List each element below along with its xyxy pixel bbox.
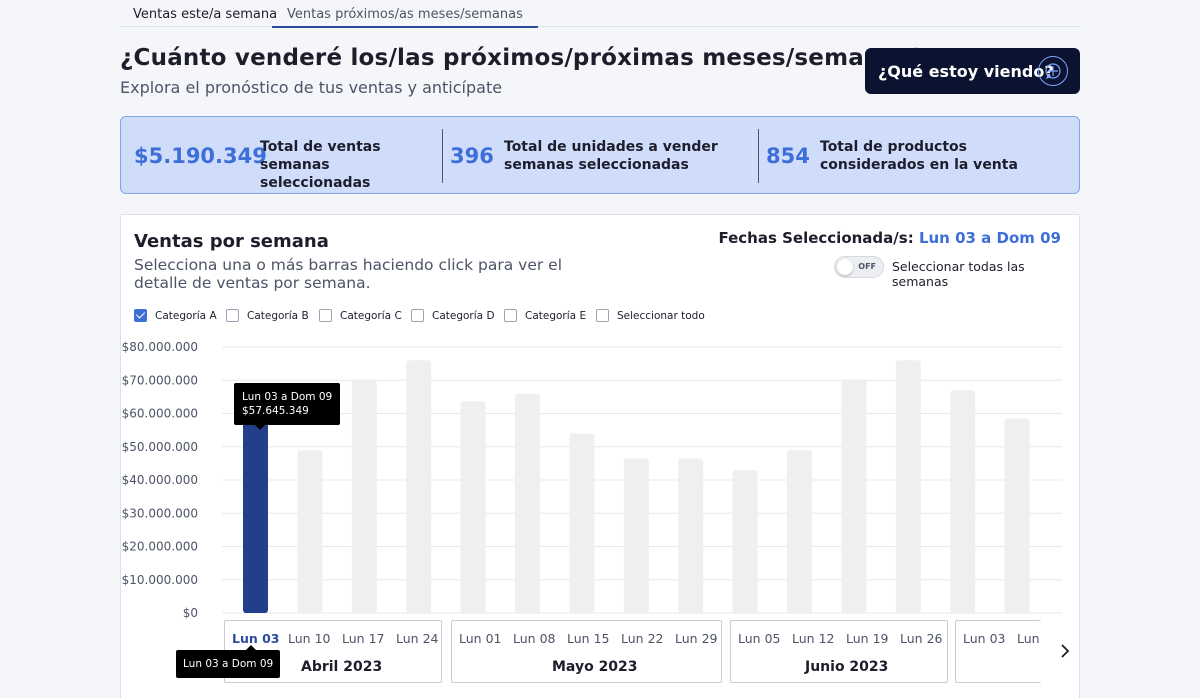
chart-bar[interactable]: [623, 458, 649, 613]
chart-bar[interactable]: [841, 380, 867, 613]
week-label[interactable]: Lun 15: [567, 631, 610, 646]
week-label[interactable]: Lun 03: [963, 631, 1006, 646]
kpi-products-value: 854: [766, 144, 810, 168]
toggle-label: Seleccionar todas las semanas: [892, 259, 1025, 289]
y-tick-label: $20.000.000: [122, 540, 198, 554]
card-title: Ventas por semana: [134, 231, 329, 252]
checkbox-label: Categoría B: [247, 310, 309, 322]
week-label[interactable]: Lun 10: [1017, 631, 1041, 646]
week-label[interactable]: Lun 08: [513, 631, 556, 646]
checkbox-label: Categoría A: [155, 310, 217, 322]
select-all-weeks-toggle[interactable]: OFF: [834, 256, 884, 278]
week-label[interactable]: Lun 22: [621, 631, 664, 646]
week-label[interactable]: Lun 10: [288, 631, 331, 646]
y-tick-label: $0: [183, 606, 198, 620]
week-label[interactable]: Lun 26: [900, 631, 943, 646]
month-group: Lun 01 Lun 08 Lun 15 Lun 22 Lun 29 Mayo …: [451, 620, 722, 683]
month-label: Mayo 2023: [552, 659, 638, 675]
y-tick-label: $30.000.000: [122, 506, 198, 520]
week-label[interactable]: Lun 29: [675, 631, 718, 646]
chart-bar[interactable]: [732, 470, 758, 613]
y-tick-label: $70.000.000: [122, 373, 198, 387]
help-button[interactable]: ¿Qué estoy viendo?: [865, 48, 1080, 94]
help-chat-icon: [1038, 56, 1068, 86]
y-tick-label: $50.000.000: [122, 440, 198, 454]
tooltip-date: Lun 03 a Dom 09: [242, 391, 333, 403]
chart-bar[interactable]: [950, 390, 976, 613]
page-subtitle: Explora el pronóstico de tus ventas y an…: [120, 78, 503, 97]
y-tick-label: $10.000.000: [122, 573, 198, 587]
week-label[interactable]: Lun 03: [232, 631, 280, 646]
checkbox-box: [319, 309, 332, 322]
sales-card: Ventas por semana Selecciona una o más b…: [120, 214, 1080, 698]
kpi-sales-label: Total de ventas semanas seleccionadas: [260, 139, 381, 191]
checkbox-box: [596, 309, 609, 322]
week-label[interactable]: Lun 19: [846, 631, 889, 646]
week-label[interactable]: Lun 05: [738, 631, 781, 646]
kpi-divider: [442, 129, 443, 183]
tooltip-value: $57.645.349: [242, 405, 309, 417]
page-title: ¿Cuánto venderé los/las próximos/próxima…: [120, 45, 924, 71]
chart-bar[interactable]: [351, 380, 377, 613]
chart-bar[interactable]: [515, 393, 540, 613]
y-tick-label: $40.000.000: [122, 473, 198, 487]
toggle-knob: [837, 259, 853, 275]
kpi-sales-value: $5.190.349: [134, 144, 267, 168]
tab-ventas-semana[interactable]: Ventas este/a semana: [133, 7, 278, 22]
month-group: Lun 03 Lun 10: [955, 620, 1041, 683]
chart-bar[interactable]: [678, 458, 704, 613]
weekly-sales-chart: $0 $10.000.000 $20.000.000 $30.000.000 $40.0…: [122, 340, 1062, 620]
week-label[interactable]: Lun 17: [342, 631, 385, 646]
kpi-products-label: Total de productos considerados en la ve…: [820, 139, 1018, 173]
chart-bar[interactable]: [243, 421, 268, 613]
y-tick-label: $80.000.000: [122, 340, 198, 354]
checkbox-box: [504, 309, 517, 322]
kpi-units-value: 396: [450, 144, 494, 168]
selected-dates-value: Lun 03 a Dom 09: [918, 229, 1061, 247]
week-tooltip: Lun 03 a Dom 09: [176, 645, 281, 678]
checkbox-label: Categoría C: [340, 310, 402, 322]
toggle-state: OFF: [858, 262, 876, 271]
selected-dates: Fechas Seleccionada/s: Lun 03 a Dom 09: [718, 229, 1061, 247]
checkbox-box: [226, 309, 239, 322]
chart-bar[interactable]: [460, 401, 486, 613]
y-tick-label: $60.000.000: [122, 407, 198, 421]
page: Ventas este/a semana Ventas próximos/as …: [120, 0, 1080, 698]
checkbox-label: Categoría E: [525, 310, 587, 322]
help-button-label: ¿Qué estoy viendo?: [878, 62, 1054, 81]
week-label[interactable]: Lun 24: [396, 631, 439, 646]
kpi-panel: $5.190.349 Total de ventas semanas selec…: [120, 116, 1080, 194]
checkbox-box: [411, 309, 424, 322]
chart-bar[interactable]: [787, 450, 812, 613]
checkbox-box: [134, 309, 147, 322]
month-label: Abril 2023: [301, 659, 383, 675]
checkbox-label: Categoría D: [432, 310, 495, 322]
chart-bar[interactable]: [569, 433, 595, 613]
week-label[interactable]: Lun 12: [792, 631, 835, 646]
chart-bar[interactable]: [895, 360, 921, 613]
chevron-right-icon[interactable]: [1058, 643, 1072, 659]
kpi-divider: [758, 129, 759, 183]
card-subtitle: Selecciona una o más barras haciendo cli…: [134, 256, 562, 292]
kpi-units-label: Total de unidades a vender semanas selec…: [504, 139, 718, 173]
checkbox-label: Seleccionar todo: [617, 310, 705, 322]
month-group: Lun 05 Lun 12 Lun 19 Lun 26 Junio 2023: [730, 620, 948, 683]
tab-ventas-proximos[interactable]: Ventas próximos/as meses/semanas: [272, 7, 538, 28]
chart-bar[interactable]: [297, 450, 323, 613]
selected-dates-label: Fechas Seleccionada/s:: [718, 229, 914, 247]
chart-bar[interactable]: [1004, 418, 1030, 613]
chart-bar[interactable]: [406, 360, 432, 613]
week-label[interactable]: Lun 01: [459, 631, 502, 646]
month-label: Junio 2023: [805, 659, 889, 675]
tab-bar: Ventas este/a semana Ventas próximos/as …: [120, 0, 1080, 28]
bar-tooltip: Lun 03 a Dom 09 $57.645.349: [234, 383, 341, 430]
